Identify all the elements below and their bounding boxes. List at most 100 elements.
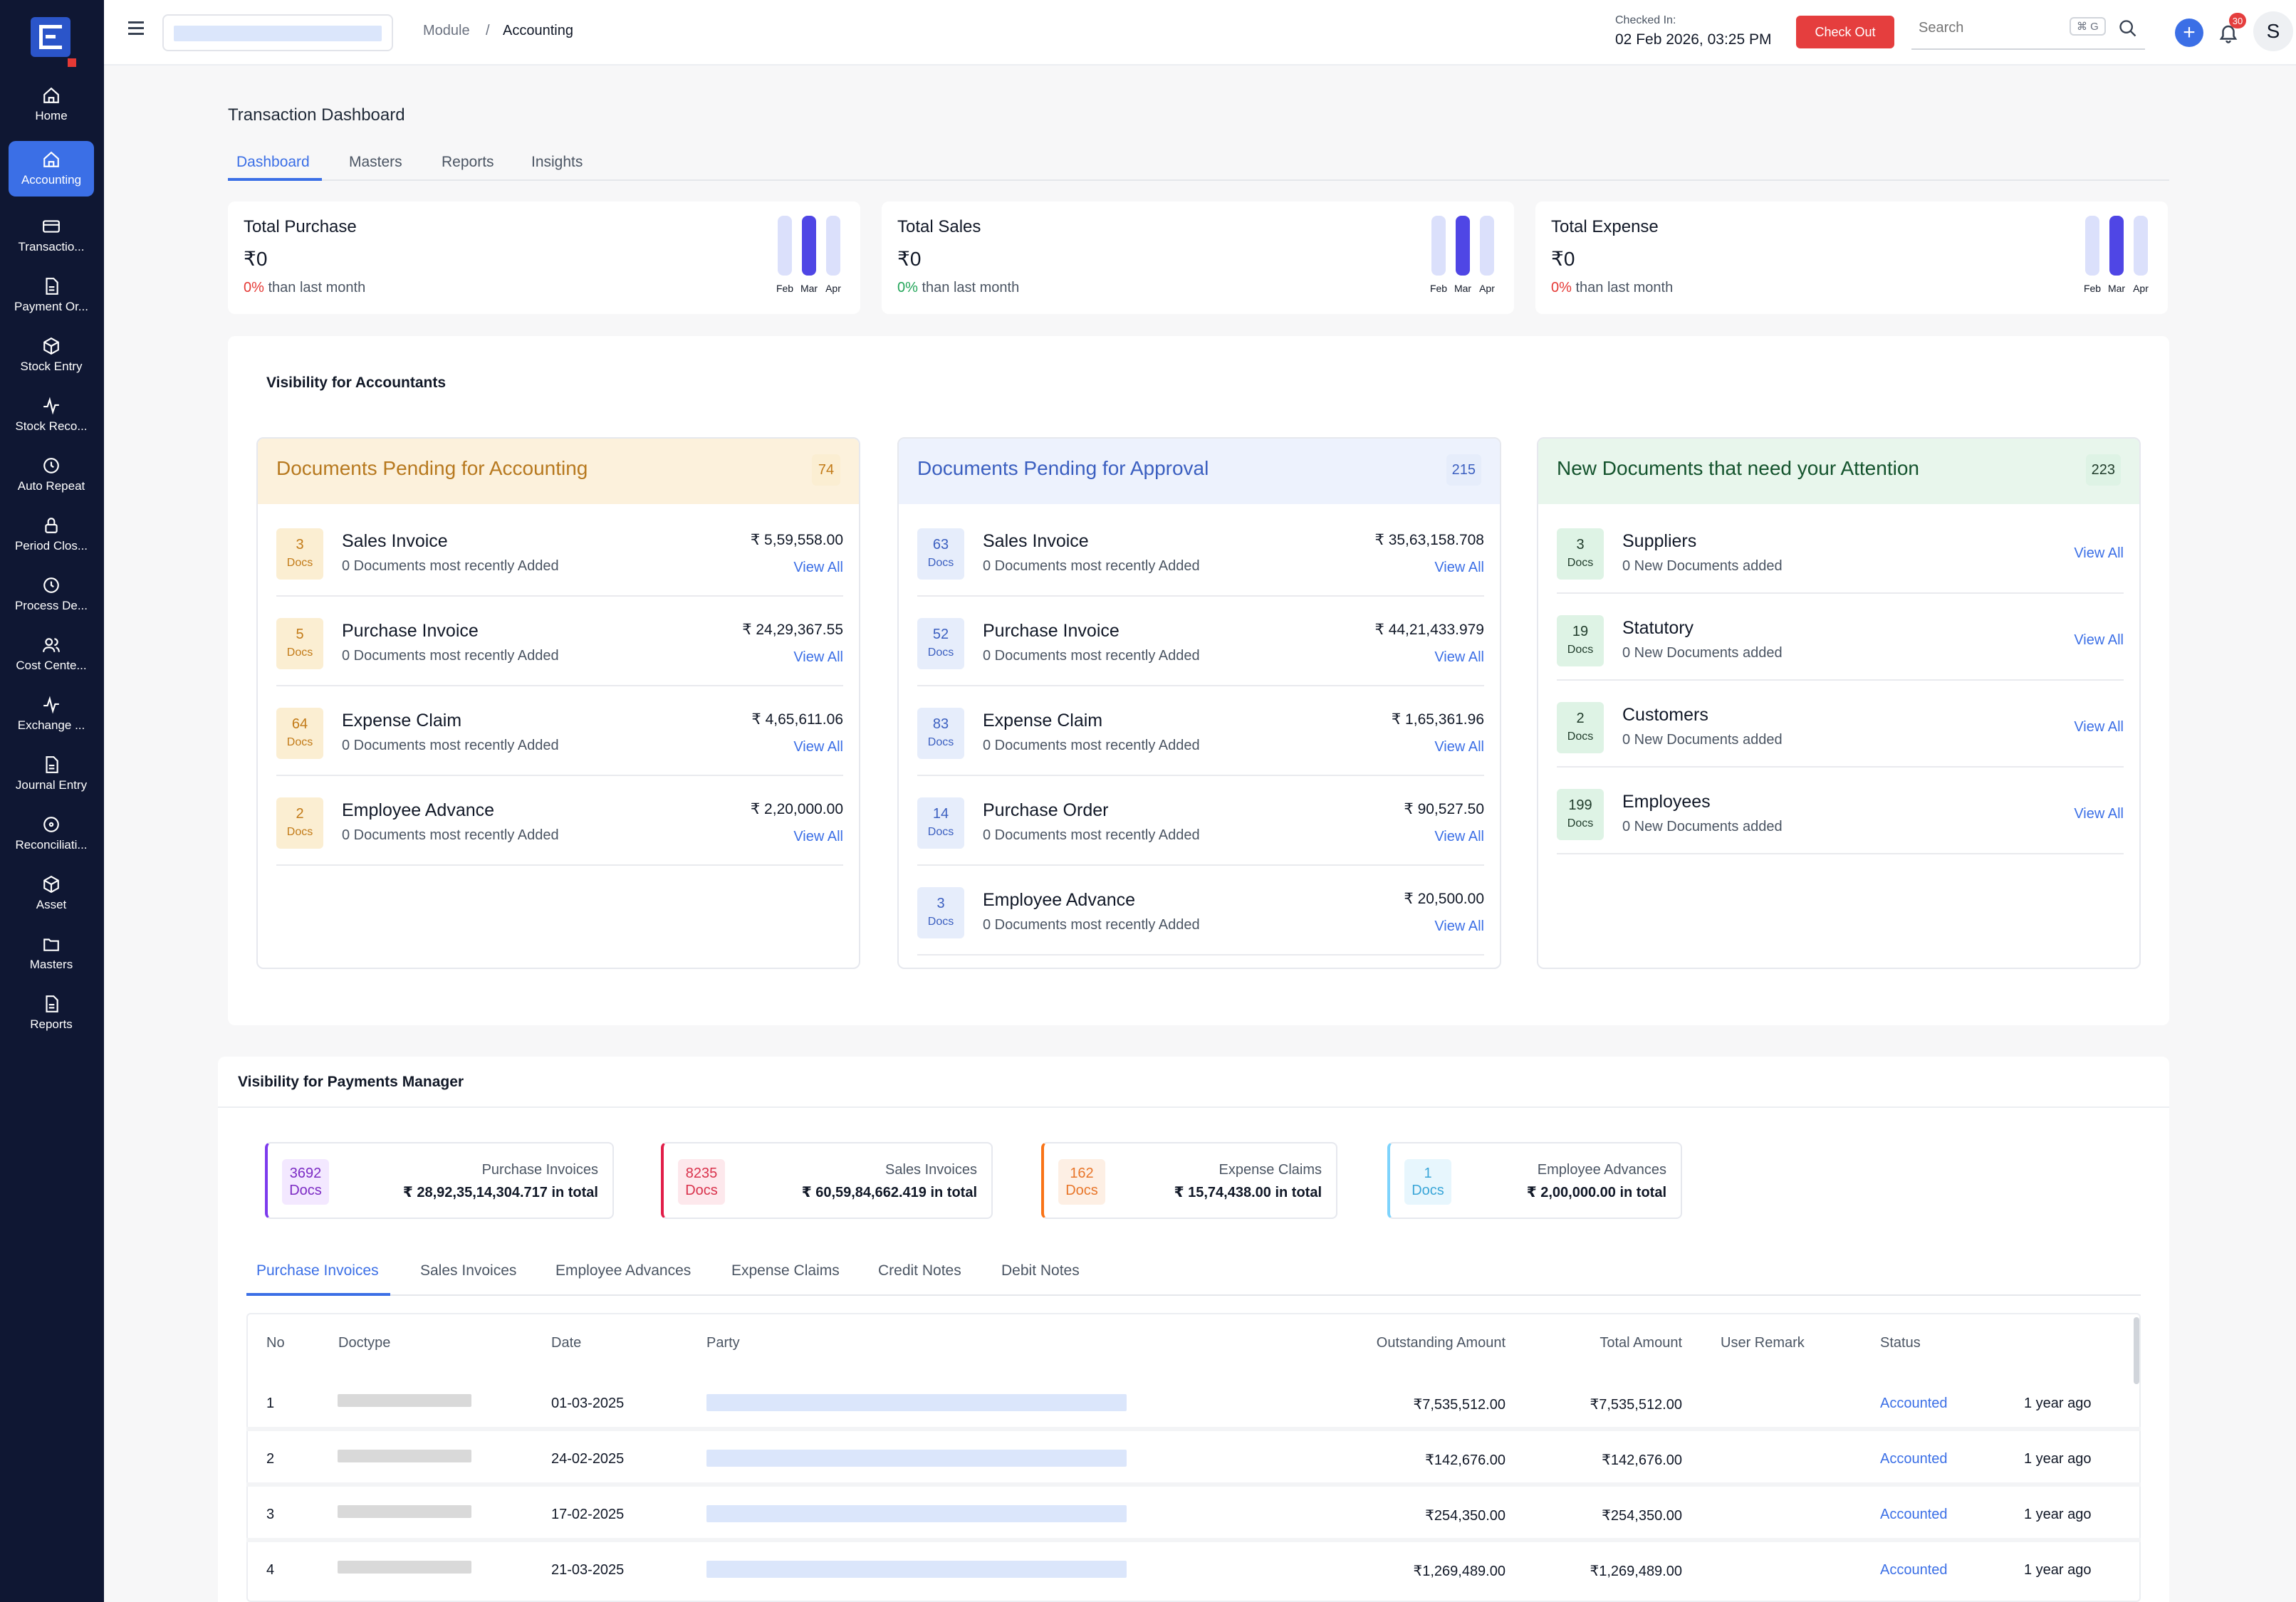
- tab-expense-claims[interactable]: Expense Claims: [731, 1262, 840, 1279]
- cell-no: 1: [266, 1396, 275, 1411]
- check-out-button[interactable]: Check Out: [1796, 16, 1894, 48]
- row-subtitle: 0 New Documents added: [1622, 732, 1783, 748]
- list-item: 3 Docs Suppliers 0 New Documents added V…: [1557, 507, 2124, 594]
- column-header[interactable]: Date: [551, 1335, 582, 1351]
- notification-bell[interactable]: 30: [2215, 13, 2246, 48]
- sidebar-item-process-de[interactable]: Process De...: [9, 567, 94, 622]
- view-all-link[interactable]: View All: [793, 649, 843, 665]
- tab-masters[interactable]: Masters: [349, 154, 402, 170]
- search-icon[interactable]: [2118, 19, 2138, 38]
- tab-employee-advances[interactable]: Employee Advances: [555, 1262, 692, 1279]
- view-all-link[interactable]: View All: [2074, 632, 2124, 648]
- breadcrumb-module[interactable]: Module: [423, 23, 470, 38]
- menu-icon[interactable]: [128, 21, 144, 36]
- cell-status[interactable]: Accounted: [1880, 1562, 1948, 1578]
- stat-change-pct: 0%: [897, 280, 918, 295]
- docs-badge: 3 Docs: [276, 528, 323, 580]
- tab-sales-invoices[interactable]: Sales Invoices: [420, 1262, 517, 1279]
- payments-divider: [218, 1106, 2169, 1108]
- table-row[interactable]: 2 24-02-2025 ₹142,676.00 ₹142,676.00 Acc…: [246, 1431, 2141, 1487]
- search-input[interactable]: [1919, 17, 2061, 38]
- bar-label: Feb: [1429, 283, 1448, 294]
- view-all-link[interactable]: View All: [793, 560, 843, 575]
- bar-label: Mar: [800, 283, 818, 294]
- table-row[interactable]: 3 17-02-2025 ₹254,350.00 ₹254,350.00 Acc…: [246, 1487, 2141, 1542]
- row-amount: ₹ 2,20,000.00: [750, 801, 843, 817]
- docs-badge: 3692 Docs: [282, 1159, 329, 1205]
- payment-summary-card[interactable]: 3692 Docs Purchase Invoices ₹ 28,92,35,1…: [265, 1142, 614, 1219]
- column-header[interactable]: Outstanding Amount: [1376, 1335, 1506, 1351]
- sidebar-item-home[interactable]: Home: [9, 77, 94, 132]
- sidebar-item-exchange[interactable]: Exchange ...: [9, 686, 94, 742]
- docs-unit: Docs: [927, 557, 954, 569]
- payment-summary-card[interactable]: 8235 Docs Sales Invoices ₹ 60,59,84,662.…: [661, 1142, 993, 1219]
- table-row[interactable]: 1 01-03-2025 ₹7,535,512.00 ₹7,535,512.00…: [246, 1376, 2141, 1431]
- payment-summary-card[interactable]: 162 Docs Expense Claims ₹ 15,74,438.00 i…: [1041, 1142, 1337, 1219]
- sidebar-item-journal-entry[interactable]: Journal Entry: [9, 746, 94, 802]
- row-name: Purchase Invoice: [983, 621, 1120, 641]
- sidebar-item-transactio[interactable]: Transactio...: [9, 208, 94, 263]
- column-header[interactable]: User Remark: [1721, 1335, 1805, 1351]
- sidebar-item-reconciliati[interactable]: Reconciliati...: [9, 806, 94, 862]
- tab-debit-notes[interactable]: Debit Notes: [1001, 1262, 1080, 1279]
- avatar[interactable]: S: [2253, 11, 2293, 51]
- sidebar-item-asset[interactable]: Asset: [9, 866, 94, 921]
- view-all-link[interactable]: View All: [1434, 560, 1484, 575]
- app-logo[interactable]: [31, 17, 76, 67]
- column-header[interactable]: Party: [706, 1335, 740, 1351]
- cell-status[interactable]: Accounted: [1880, 1396, 1948, 1411]
- tab-insights[interactable]: Insights: [531, 154, 583, 170]
- column-header[interactable]: Total Amount: [1600, 1335, 1682, 1351]
- add-button[interactable]: +: [2175, 19, 2203, 47]
- view-all-link[interactable]: View All: [793, 739, 843, 755]
- stat-change-pct: 0%: [1551, 280, 1572, 295]
- sidebar-item-stock-entry[interactable]: Stock Entry: [9, 328, 94, 383]
- sidebar-item-payment-or[interactable]: Payment Or...: [9, 268, 94, 323]
- column-header[interactable]: No: [266, 1335, 285, 1351]
- cell-date: 17-02-2025: [551, 1507, 625, 1522]
- table-scrollbar[interactable]: [2134, 1317, 2139, 1384]
- row-amount: ₹ 90,527.50: [1404, 801, 1484, 817]
- view-all-link[interactable]: View All: [1434, 739, 1484, 755]
- sidebar-item-accounting[interactable]: Accounting: [9, 141, 94, 197]
- docs-badge: 8235 Docs: [678, 1159, 725, 1205]
- cell-status[interactable]: Accounted: [1880, 1451, 1948, 1467]
- list-item: 3 Docs Employee Advance 0 Documents most…: [917, 866, 1484, 956]
- view-all-link[interactable]: View All: [1434, 829, 1484, 844]
- view-all-link[interactable]: View All: [2074, 719, 2124, 735]
- view-all-link[interactable]: View All: [2074, 806, 2124, 822]
- sidebar-item-masters[interactable]: Masters: [9, 926, 94, 981]
- tab-purchase-invoices[interactable]: Purchase Invoices: [256, 1262, 379, 1279]
- view-all-link[interactable]: View All: [793, 829, 843, 844]
- search-box[interactable]: ⌘ G: [1911, 10, 2145, 50]
- sidebar-item-stock-reco[interactable]: Stock Reco...: [9, 387, 94, 443]
- tab-reports[interactable]: Reports: [442, 154, 494, 170]
- row-name: Employee Advance: [983, 890, 1136, 910]
- sidebar-item-cost-cente[interactable]: Cost Cente...: [9, 627, 94, 682]
- row-subtitle: 0 Documents most recently Added: [342, 648, 559, 664]
- table-row[interactable]: 4 21-03-2025 ₹1,269,489.00 ₹1,269,489.00…: [246, 1542, 2141, 1598]
- stat-title: Total Purchase: [244, 217, 357, 236]
- clock-icon: [43, 577, 59, 593]
- docs-badge: 64 Docs: [276, 708, 323, 759]
- stat-change: 0% than last month: [244, 280, 365, 296]
- list-item: 3 Docs Sales Invoice 0 Documents most re…: [276, 507, 843, 597]
- sidebar-item-period-clos[interactable]: Period Clos...: [9, 507, 94, 562]
- column-header[interactable]: Status: [1880, 1335, 1921, 1351]
- view-all-link[interactable]: View All: [1434, 918, 1484, 934]
- tab-dashboard[interactable]: Dashboard: [236, 154, 310, 170]
- column-header[interactable]: Doctype: [338, 1335, 391, 1351]
- payment-summary-card[interactable]: 1 Docs Employee Advances ₹ 2,00,000.00 i…: [1387, 1142, 1682, 1219]
- view-all-link[interactable]: View All: [1434, 649, 1484, 665]
- cell-status[interactable]: Accounted: [1880, 1507, 1948, 1522]
- view-all-link[interactable]: View All: [2074, 545, 2124, 561]
- bar-label: Apr: [825, 283, 841, 294]
- sidebar-item-auto-repeat[interactable]: Auto Repeat: [9, 447, 94, 503]
- docs-badge: 14 Docs: [917, 797, 964, 849]
- tab-credit-notes[interactable]: Credit Notes: [878, 1262, 961, 1279]
- activity-icon: [43, 397, 59, 415]
- sidebar-item-reports[interactable]: Reports: [9, 985, 94, 1041]
- company-selector[interactable]: [162, 14, 393, 51]
- cell-party-placeholder: [706, 1394, 1127, 1411]
- cell-date: 24-02-2025: [551, 1451, 625, 1467]
